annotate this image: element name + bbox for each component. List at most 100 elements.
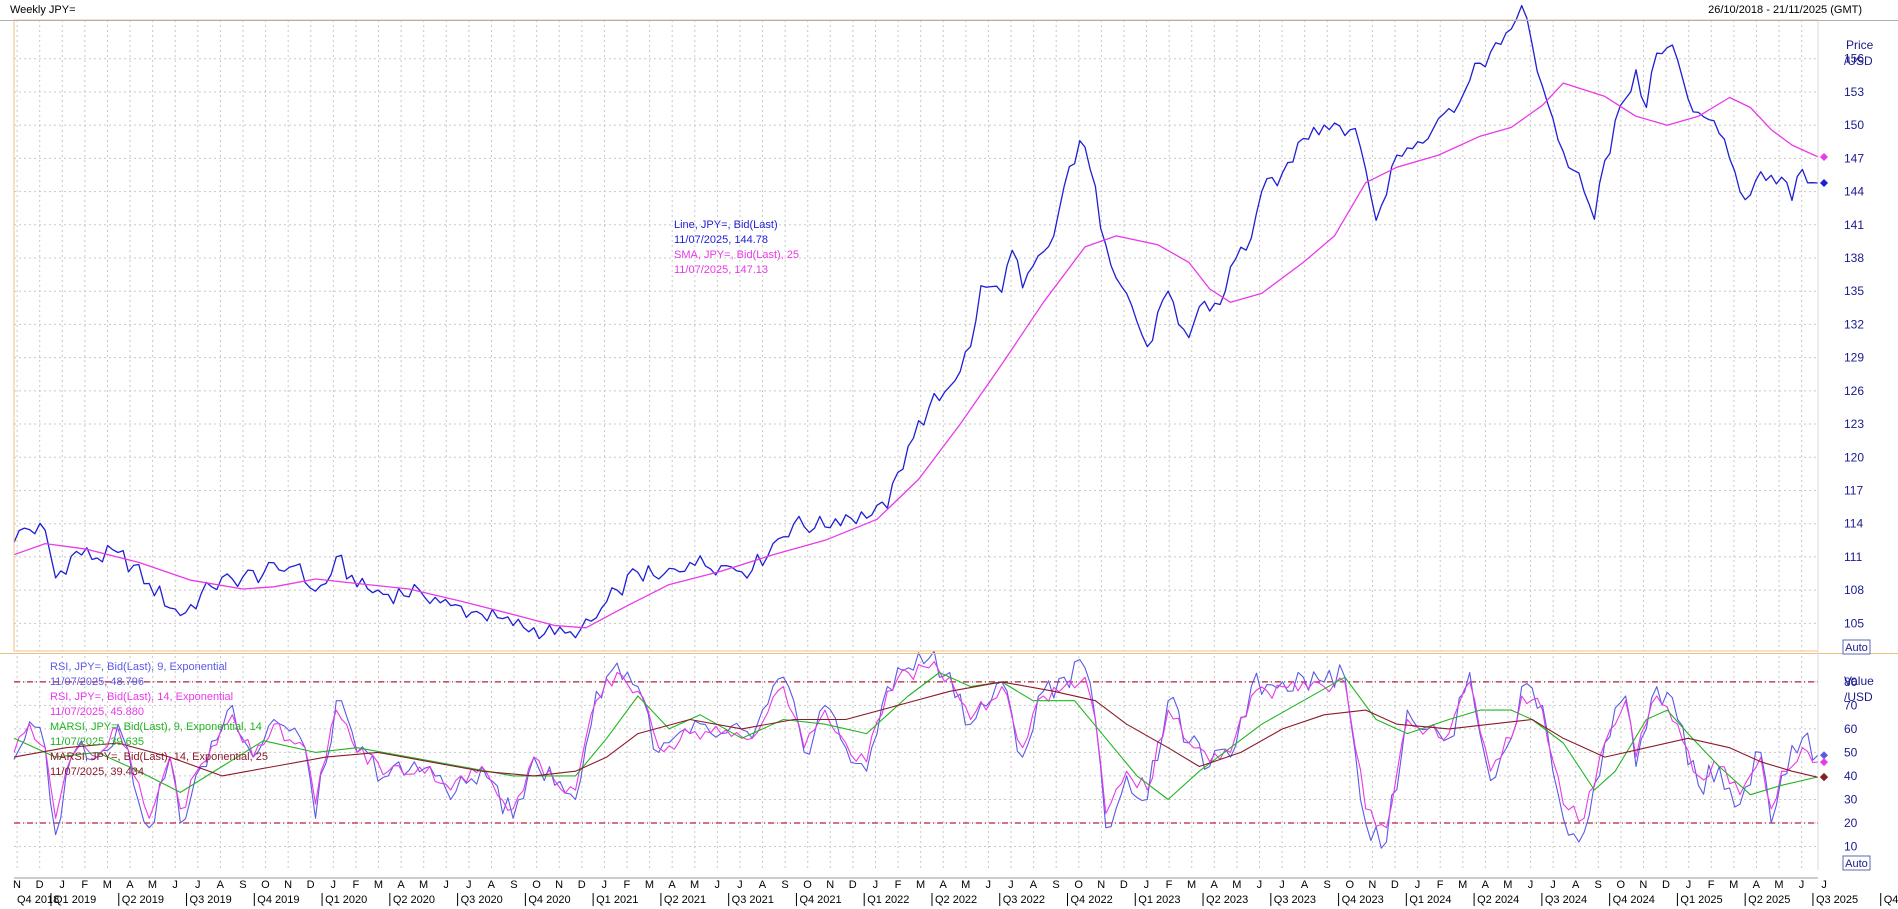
quarter-tick-label: Q1 2021: [596, 894, 638, 906]
quarter-tick-label: Q2 2021: [664, 894, 706, 906]
indicator-legend-entry: 11/07/2025, 39.635: [50, 736, 144, 748]
month-tick-label: J: [714, 879, 720, 891]
month-tick-label: J: [1257, 879, 1263, 891]
indicator-legend-entry: RSI, JPY=, Bid(Last), 14, Exponential: [50, 691, 233, 703]
quarter-tick-label: Q4 2018: [17, 894, 59, 906]
y-axes: 105 108 111 114 117 120 123 126 129 132 135 138 141 1…: [1820, 38, 1874, 871]
price-tick-label: 156: [1844, 52, 1864, 66]
month-tick-label: A: [1572, 879, 1580, 891]
indicator-legend-entry: 11/07/2025, 48.796: [50, 676, 144, 688]
month-tick-label: O: [532, 879, 541, 891]
panel-frames: [0, 19, 1898, 870]
month-tick-label: J: [1528, 879, 1534, 891]
month-tick-label: O: [803, 879, 812, 891]
quarter-tick-label: Q3 2019: [190, 894, 232, 906]
month-tick-label: A: [1753, 879, 1761, 891]
month-tick-label: A: [217, 879, 225, 891]
price-tick-label: 114: [1844, 517, 1863, 531]
month-tick-label: A: [668, 879, 676, 891]
price-tick-label: 150: [1844, 118, 1864, 132]
month-tick-label: A: [1030, 879, 1038, 891]
date-range-label: 26/10/2018 - 21/11/2025 (GMT): [1708, 4, 1862, 16]
month-tick-label: N: [1368, 879, 1376, 891]
month-tick-label: J: [59, 879, 65, 891]
month-tick-label: O: [261, 879, 270, 891]
month-tick-label: S: [239, 879, 246, 891]
quarter-tick-label: Q4 2019: [257, 894, 299, 906]
month-tick-label: D: [1120, 879, 1128, 891]
month-tick-label: J: [466, 879, 472, 891]
month-tick-label: A: [759, 879, 767, 891]
price-tick-label: 153: [1844, 85, 1864, 99]
month-tick-label: J: [443, 879, 449, 891]
price-tick-label: 120: [1844, 450, 1864, 464]
price-line-series: [13, 4, 1819, 640]
price-tick-label: 135: [1844, 284, 1864, 298]
indicator-legend-entry: MARSI, JPY=, Bid(Last), 9, Exponential, …: [50, 721, 262, 733]
marsi-9-series: [13, 671, 1819, 801]
month-tick-label: M: [1458, 879, 1467, 891]
month-tick-label: O: [1617, 879, 1626, 891]
legends: Line, JPY=, Bid(Last) 11/07/2025, 144.78 S…: [50, 219, 799, 778]
month-tick-label: F: [352, 879, 359, 891]
quarter-tick-label: Q3 2025: [1816, 894, 1858, 906]
month-tick-label: M: [1774, 879, 1783, 891]
month-tick-label: N: [1639, 879, 1647, 891]
indicator-auto-button: Auto: [1845, 858, 1868, 870]
month-tick-label: M: [103, 879, 112, 891]
quarter-tick-label: Q1 2020: [325, 894, 367, 906]
price-axis-unit: /USD: [1844, 54, 1873, 68]
month-tick-label: J: [1799, 879, 1805, 891]
month-tick-label: M: [645, 879, 654, 891]
month-tick-label: D: [1662, 879, 1670, 891]
quarter-tick-label: Q2 2023: [1206, 894, 1248, 906]
price-tick-label: 126: [1844, 384, 1864, 398]
month-tick-label: D: [849, 879, 857, 891]
month-tick-label: S: [781, 879, 788, 891]
price-legend-entry: 11/07/2025, 147.13: [674, 264, 768, 276]
quarter-tick-label: Q3 2024: [1545, 894, 1587, 906]
month-tick-label: J: [1686, 879, 1692, 891]
month-tick-label: J: [172, 879, 178, 891]
month-tick-label: J: [602, 879, 608, 891]
month-tick-label: M: [1232, 879, 1241, 891]
month-tick-label: S: [1323, 879, 1330, 891]
quarter-tick-label: Q2 2020: [393, 894, 435, 906]
month-tick-label: A: [1211, 879, 1219, 891]
month-tick-label: J: [1144, 879, 1150, 891]
month-tick-label: F: [1708, 879, 1715, 891]
quarter-tick-label: Q4 25: [1884, 894, 1898, 906]
month-tick-label: J: [1279, 879, 1285, 891]
quarter-tick-label: Q1 2019: [54, 894, 96, 906]
month-tick-label: J: [1821, 879, 1827, 891]
indicator-auto-button-box: [1842, 855, 1871, 871]
indicator-tick-label: 10: [1844, 839, 1858, 853]
month-tick-label: A: [397, 879, 405, 891]
month-tick-label: A: [126, 879, 134, 891]
quarter-tick-label: Q4 2020: [528, 894, 570, 906]
price-tick-label: 147: [1844, 151, 1864, 165]
month-tick-label: M: [961, 879, 970, 891]
price-tick-label: 123: [1844, 417, 1864, 431]
price-tick-label: 111: [1844, 550, 1863, 564]
month-tick-label: A: [1482, 879, 1490, 891]
month-tick-label: J: [195, 879, 201, 891]
month-tick-label: F: [1437, 879, 1444, 891]
indicator-tick-label: 60: [1844, 722, 1858, 736]
price-axis-title: Price: [1846, 38, 1874, 52]
price-last-value-marker: [1820, 178, 1828, 187]
month-tick-label: S: [1595, 879, 1602, 891]
month-tick-label: N: [826, 879, 834, 891]
gridlines: [14, 20, 1818, 870]
month-tick-label: F: [895, 879, 902, 891]
quarter-tick-label: Q2 2022: [935, 894, 977, 906]
price-tick-label: 144: [1844, 185, 1864, 199]
indicator-legend-entry: 11/07/2025, 45.880: [50, 706, 144, 718]
month-tick-label: M: [148, 879, 157, 891]
month-tick-label: M: [1729, 879, 1738, 891]
quarter-tick-label: Q2 2024: [1477, 894, 1519, 906]
indicator-legend-entry: RSI, JPY=, Bid(Last), 9, Exponential: [50, 661, 227, 673]
